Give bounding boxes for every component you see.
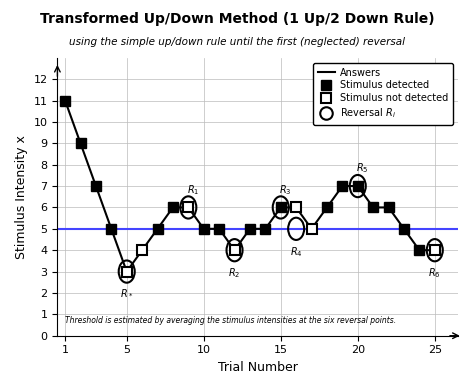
Y-axis label: Stimulus Intensity x: Stimulus Intensity x [15, 135, 28, 259]
Text: $R_6$: $R_6$ [428, 266, 441, 280]
X-axis label: Trial Number: Trial Number [218, 361, 298, 374]
Legend: Answers, Stimulus detected, Stimulus not detected, Reversal $R_i$: Answers, Stimulus detected, Stimulus not… [313, 63, 453, 125]
Text: using the simple up/down rule until the first (neglected) reversal: using the simple up/down rule until the … [69, 37, 405, 47]
Text: Transformed Up/Down Method (1 Up/2 Down Rule): Transformed Up/Down Method (1 Up/2 Down … [40, 12, 434, 26]
Text: $R_2$: $R_2$ [228, 266, 241, 280]
Text: Threshold is estimated by averaging the stimulus intensities at the six reversal: Threshold is estimated by averaging the … [65, 316, 396, 325]
Text: $R_4$: $R_4$ [290, 245, 302, 259]
Text: $R_5$: $R_5$ [356, 161, 369, 175]
Text: $R_1$: $R_1$ [187, 183, 199, 197]
Text: $R_3$: $R_3$ [279, 183, 292, 197]
Text: $R_*$: $R_*$ [120, 287, 133, 298]
